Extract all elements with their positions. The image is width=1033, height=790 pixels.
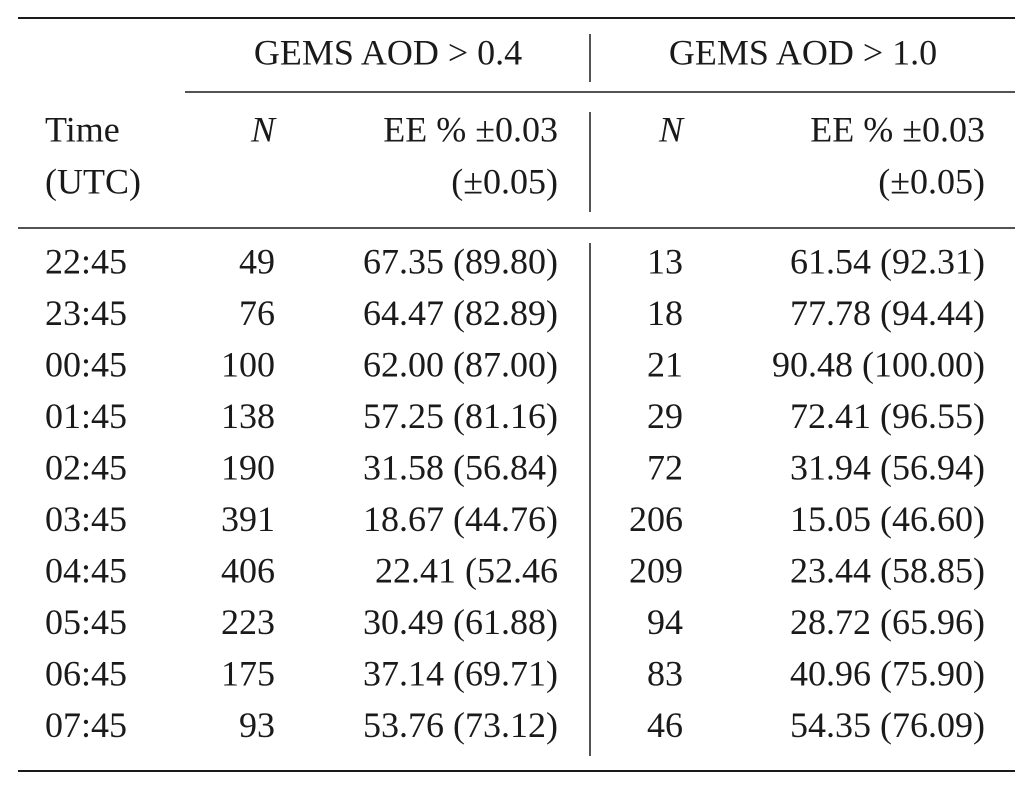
cell: 83: [647, 653, 683, 693]
cell: 190: [221, 447, 275, 487]
cell: 30.49 (61.88): [363, 602, 558, 642]
cell: 90.48 (100.00): [772, 344, 985, 384]
cell: 53.76 (73.12): [363, 705, 558, 745]
cell: 22.41 (52.46: [375, 550, 558, 590]
cell: 40.96 (75.90): [790, 653, 985, 693]
cell: 23.44 (58.85): [790, 550, 985, 590]
cell: 175: [221, 653, 275, 693]
cell: 57.25 (81.16): [363, 396, 558, 436]
column-header: N: [250, 109, 277, 149]
cell: 07:45: [45, 705, 127, 745]
cell: 01:45: [45, 396, 127, 436]
cell: 61.54 (92.31): [790, 241, 985, 281]
cell: 391: [221, 499, 275, 539]
cell: 21: [647, 344, 683, 384]
group-header: GEMS AOD > 1.0: [669, 32, 937, 72]
cell: 18.67 (44.76): [363, 499, 558, 539]
cell: 72: [647, 447, 683, 487]
cell: 31.58 (56.84): [363, 447, 558, 487]
cell: 18: [647, 293, 683, 333]
column-header: (±0.05): [878, 161, 985, 201]
cell: 93: [239, 705, 275, 745]
cell: 28.72 (65.96): [790, 602, 985, 642]
cell: 02:45: [45, 447, 127, 487]
cell: 04:45: [45, 550, 127, 590]
cell: 37.14 (69.71): [363, 653, 558, 693]
cell: 54.35 (76.09): [790, 705, 985, 745]
column-header: Time: [45, 109, 120, 149]
cell: 15.05 (46.60): [790, 499, 985, 539]
cell: 206: [629, 499, 683, 539]
cell: 94: [647, 602, 683, 642]
cell: 223: [221, 602, 275, 642]
group-header: GEMS AOD > 0.4: [254, 32, 522, 72]
cell: 22:45: [45, 241, 127, 281]
column-header: N: [658, 109, 685, 149]
cell: 77.78 (94.44): [790, 293, 985, 333]
column-header: (UTC): [45, 161, 141, 201]
cell: 23:45: [45, 293, 127, 333]
column-header: (±0.05): [451, 161, 558, 201]
cell: 13: [647, 241, 683, 281]
cell: 138: [221, 396, 275, 436]
cell: 29: [647, 396, 683, 436]
cell: 209: [629, 550, 683, 590]
cell: 406: [221, 550, 275, 590]
cell: 67.35 (89.80): [363, 241, 558, 281]
cell: 05:45: [45, 602, 127, 642]
cell: 62.00 (87.00): [363, 344, 558, 384]
column-header: EE % ±0.03: [383, 109, 558, 149]
column-header: EE % ±0.03: [810, 109, 985, 149]
cell: 49: [239, 241, 275, 281]
cell: 06:45: [45, 653, 127, 693]
cell: 100: [221, 344, 275, 384]
cell: 76: [239, 293, 275, 333]
cell: 72.41 (96.55): [790, 396, 985, 436]
cell: 64.47 (82.89): [363, 293, 558, 333]
cell: 03:45: [45, 499, 127, 539]
cell: 00:45: [45, 344, 127, 384]
cell: 46: [647, 705, 683, 745]
cell: 31.94 (56.94): [790, 447, 985, 487]
